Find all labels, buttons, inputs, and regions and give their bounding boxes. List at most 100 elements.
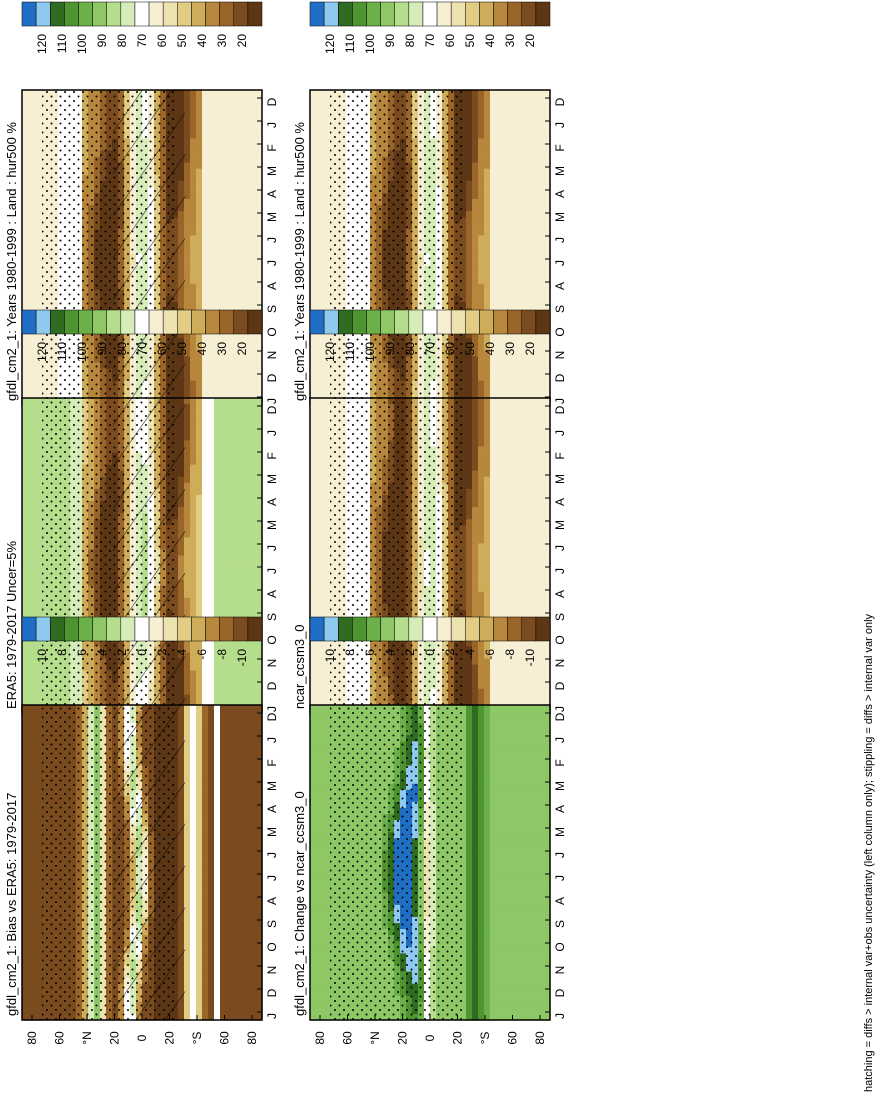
heatmap-cell <box>220 235 227 243</box>
heatmap-cell <box>214 398 221 405</box>
heatmap-cell <box>202 464 209 472</box>
heatmap-cell <box>190 676 197 684</box>
heatmap-cell <box>184 531 191 538</box>
heatmap-cell <box>226 422 233 429</box>
heatmap-cell <box>238 428 245 435</box>
heatmap-cell <box>202 368 209 376</box>
heatmap-cell <box>34 807 41 815</box>
heatmap-cell <box>220 664 227 672</box>
heatmap-cell <box>34 995 41 1003</box>
heatmap-cell <box>220 561 227 569</box>
heatmap-cell <box>238 362 245 370</box>
heatmap-cell <box>34 868 41 876</box>
x-tick-label: N <box>265 351 279 360</box>
heatmap-cell <box>196 482 203 490</box>
heatmap-cell <box>190 476 197 484</box>
heatmap-cell <box>220 670 227 678</box>
heatmap-cell <box>220 428 227 435</box>
heatmap-cell <box>208 168 215 176</box>
heatmap-cell <box>220 223 227 230</box>
heatmap-cell <box>250 519 257 526</box>
heatmap-cell <box>226 156 233 164</box>
heatmap-cell <box>214 156 221 164</box>
heatmap-cell <box>22 771 29 779</box>
heatmap-cell <box>226 410 233 417</box>
heatmap-cell <box>214 386 221 394</box>
heatmap-cell <box>190 640 197 647</box>
heatmap-cell <box>202 597 209 605</box>
x-tick-label: D <box>265 681 279 690</box>
heatmap-cell <box>184 537 191 544</box>
heatmap-cell <box>28 658 35 666</box>
heatmap-cell <box>250 289 257 297</box>
heatmap-cell <box>196 138 203 146</box>
heatmap-cell <box>28 771 35 779</box>
heatmap-cell <box>196 543 203 551</box>
heatmap-cell <box>244 410 251 417</box>
heatmap-cell <box>34 386 41 394</box>
heatmap-cell <box>244 573 251 581</box>
heatmap-cell <box>34 741 41 749</box>
heatmap-cell <box>184 156 191 164</box>
heatmap-cell <box>28 694 35 702</box>
heatmap-cell <box>196 597 203 605</box>
heatmap-cell <box>226 150 233 158</box>
heatmap-cell <box>226 283 233 291</box>
heatmap-cell <box>202 168 209 176</box>
heatmap-cell <box>202 476 209 484</box>
heatmap-cell <box>202 192 209 200</box>
heatmap-cell <box>184 664 191 672</box>
heatmap-cell <box>208 162 215 170</box>
heatmap-cell <box>196 120 203 127</box>
heatmap-cell <box>214 658 221 666</box>
heatmap-cell <box>34 579 41 587</box>
heatmap-cell <box>256 561 263 569</box>
heatmap-cell <box>226 470 233 478</box>
heatmap-cell <box>28 923 35 930</box>
heatmap-cell <box>190 156 197 164</box>
heatmap-cell <box>232 229 239 236</box>
heatmap-cell <box>244 694 251 702</box>
heatmap-cell <box>184 513 191 520</box>
heatmap-cell <box>208 235 215 243</box>
heatmap-cell <box>202 229 209 236</box>
heatmap-cell <box>34 795 41 803</box>
heatmap-cell <box>22 446 29 454</box>
heatmap-cell <box>232 90 239 97</box>
heatmap-cell <box>22 289 29 297</box>
heatmap-cell <box>232 283 239 291</box>
heatmap-cell <box>34 543 41 551</box>
heatmap-cell <box>244 555 251 563</box>
heatmap-cell <box>244 525 251 532</box>
heatmap-cell <box>196 217 203 224</box>
heatmap-cell <box>238 302 245 309</box>
heatmap-cell <box>208 114 215 121</box>
heatmap-cell <box>244 452 251 460</box>
heatmap-cell <box>34 910 41 918</box>
heatmap-cell <box>226 241 233 249</box>
heatmap-cell <box>220 102 227 109</box>
heatmap-cell <box>232 205 239 212</box>
heatmap-cell <box>202 416 209 423</box>
heatmap-cell <box>28 977 35 985</box>
heatmap-cell <box>214 144 221 152</box>
heatmap-cell <box>190 531 197 538</box>
heatmap-cell <box>28 670 35 678</box>
heatmap-cell <box>22 783 29 791</box>
heatmap-cell <box>244 482 251 490</box>
heatmap-cell <box>214 579 221 587</box>
heatmap-cell <box>220 422 227 429</box>
heatmap-cell <box>34 126 41 134</box>
heatmap-cell <box>34 531 41 538</box>
heatmap-cell <box>34 102 41 109</box>
heatmap-cell <box>226 90 233 97</box>
heatmap-cell <box>22 199 29 206</box>
heatmap-cell <box>28 729 35 736</box>
heatmap-cell <box>28 753 35 761</box>
heatmap-cell <box>238 289 245 297</box>
heatmap-cell <box>220 476 227 484</box>
heatmap-cell <box>190 500 197 508</box>
heatmap-cell <box>256 392 263 400</box>
heatmap-cell <box>202 573 209 581</box>
heatmap-cell <box>196 295 203 303</box>
